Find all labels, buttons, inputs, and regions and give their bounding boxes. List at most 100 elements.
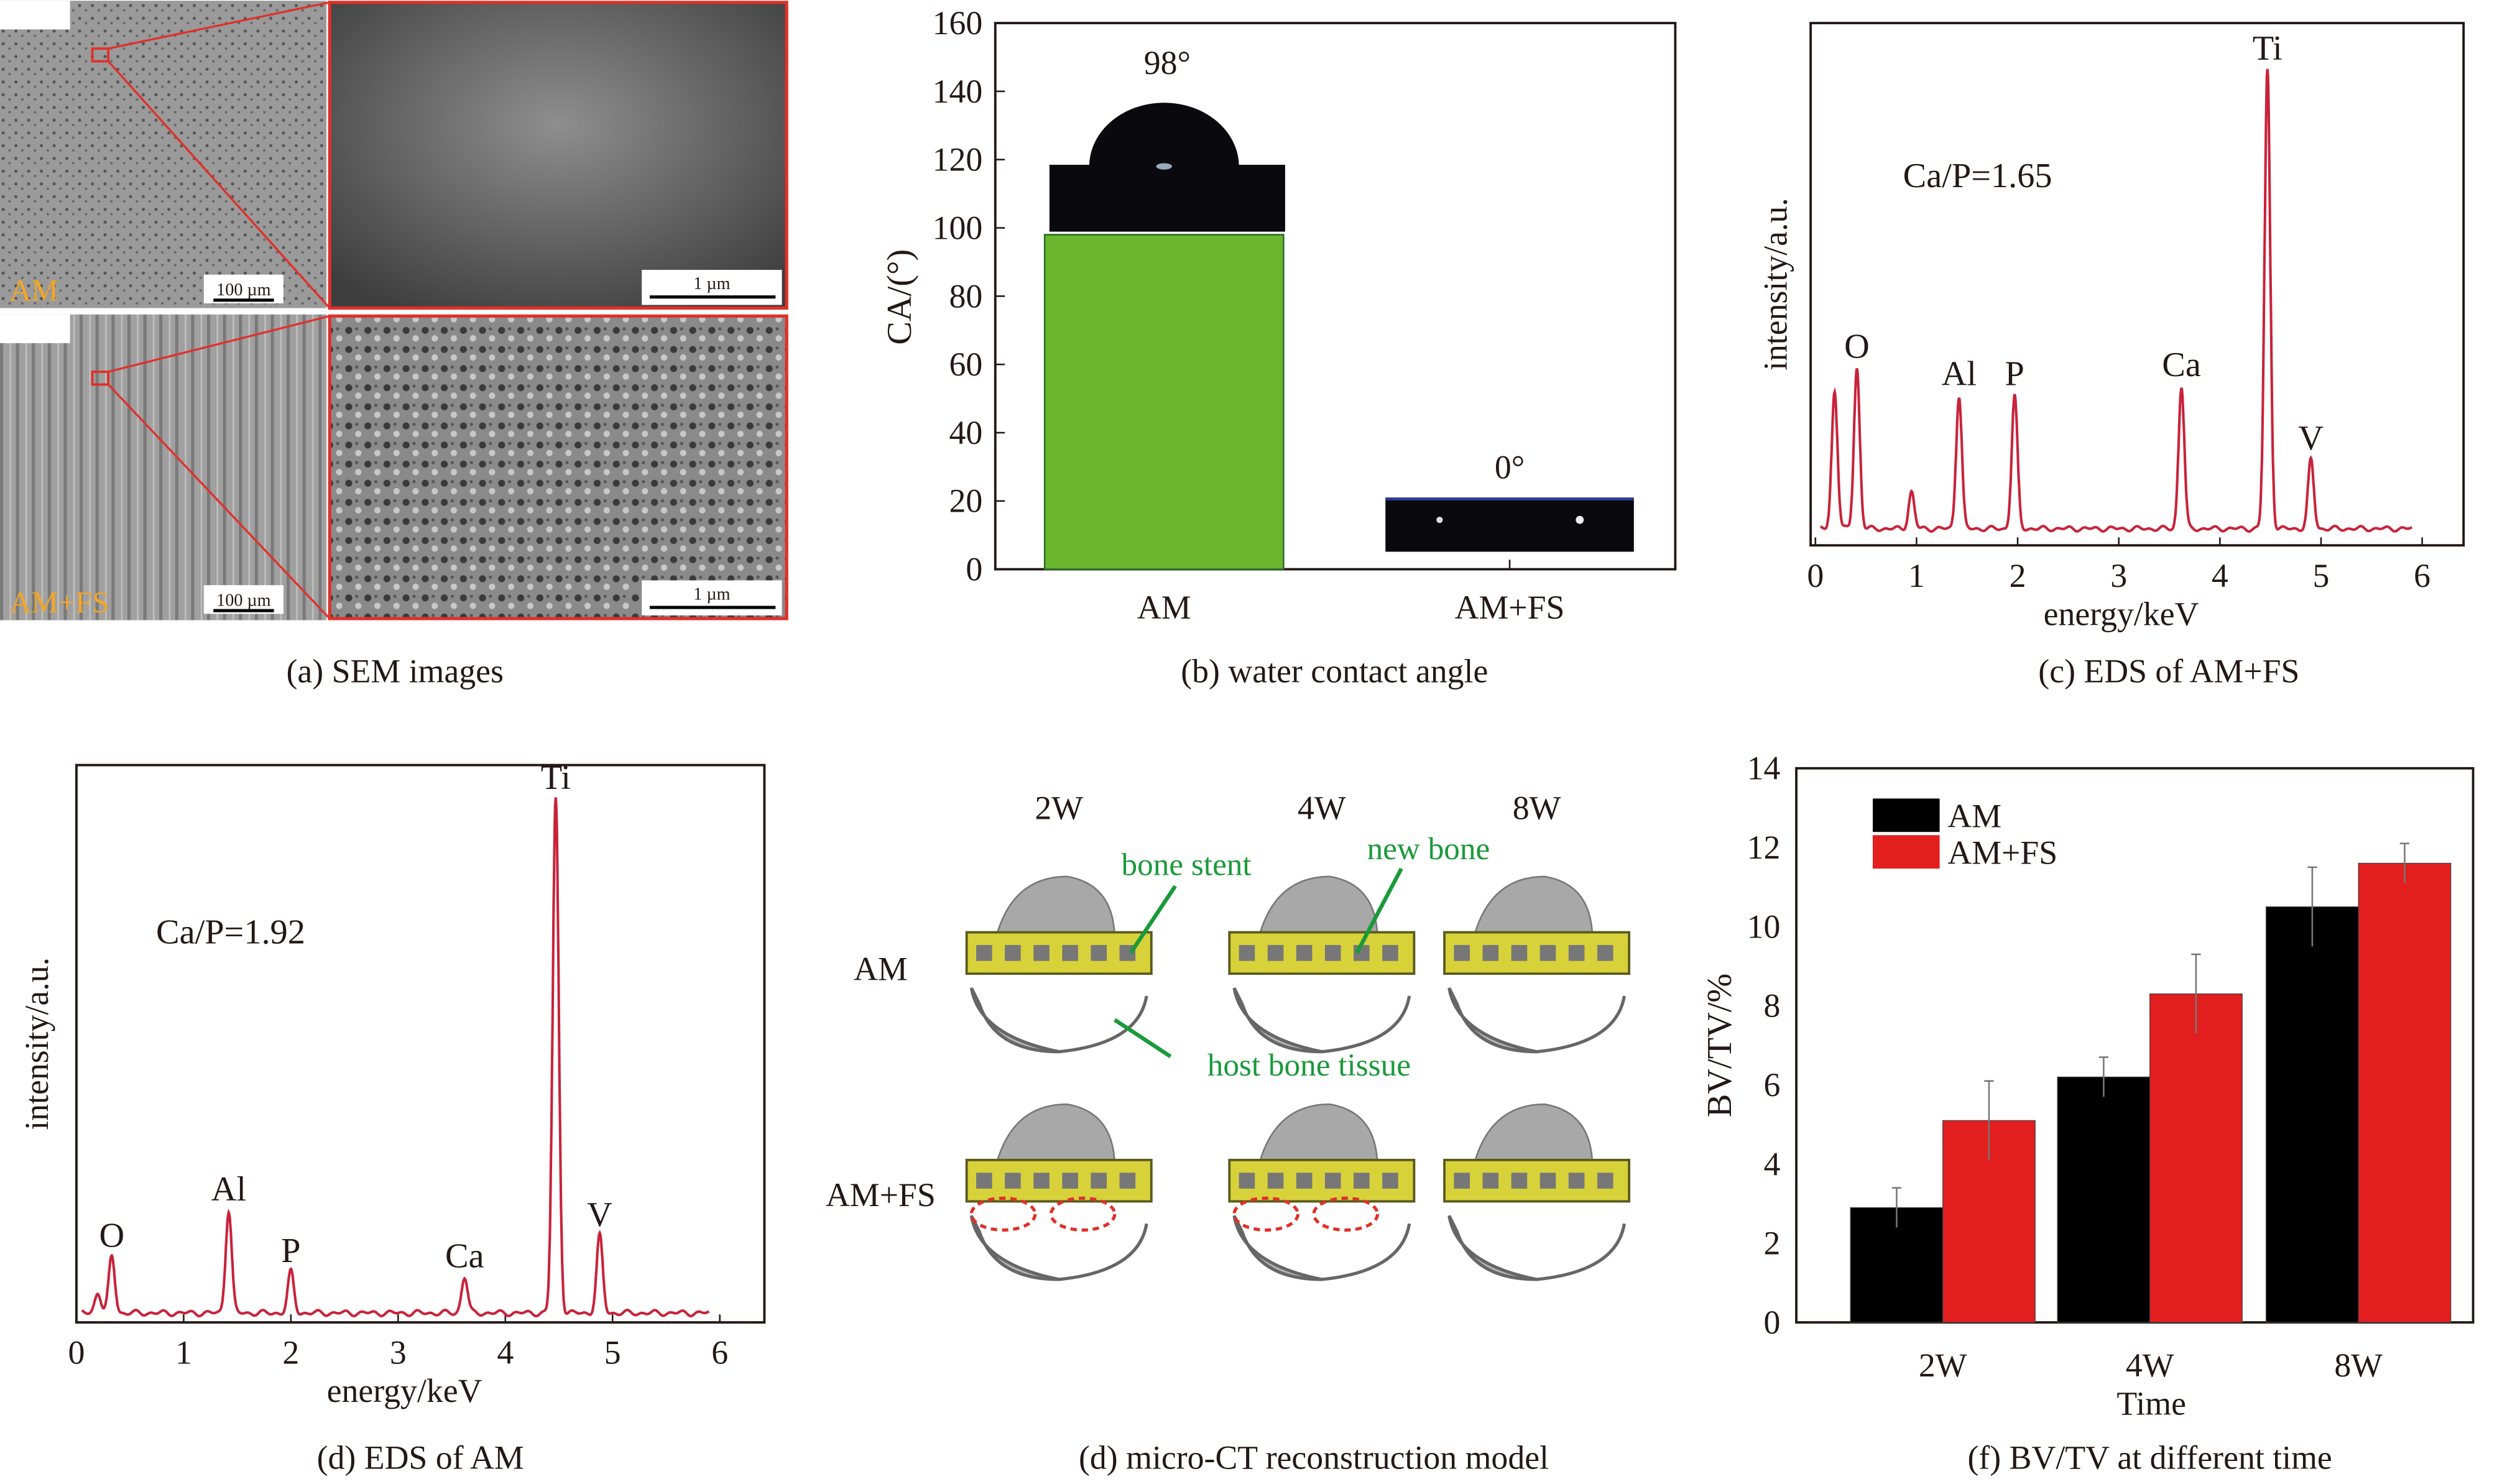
sem-label-am: AM: [9, 274, 58, 307]
x-tick-label: 0: [1807, 557, 1824, 594]
scaffold-pore: [1597, 1173, 1613, 1189]
eds-spectrum-line: [81, 797, 710, 1318]
new-bone: [1472, 1103, 1594, 1169]
scaffold-pore: [1119, 1173, 1136, 1189]
host-bone-tissue: [1232, 987, 1411, 1054]
panel-d-eds-am-chart: 0 1 2 3 4 5 6 O Al P Ca Ti V Ca/P=1.92 energy/keV inten…: [18, 758, 766, 1477]
bar-am-4w: [2057, 1076, 2151, 1323]
x-tick-label: 6: [2414, 557, 2430, 594]
y-axis-label: CA/(°): [880, 249, 919, 345]
peak-label-p: P: [281, 1232, 300, 1270]
bone-stent-scaffold: [1443, 931, 1631, 975]
row-label: AM+FS: [826, 1176, 936, 1214]
x-axis-label: energy/keV: [327, 1372, 482, 1409]
sem-label-amfs: AM+FS: [9, 586, 109, 619]
y-tick-label: 6: [1764, 1066, 1781, 1104]
y-tick-label: 160: [933, 4, 983, 42]
new-bone: [994, 875, 1116, 941]
scaffold-pore: [1539, 1173, 1556, 1189]
bone-stent-scaffold: [1443, 1158, 1631, 1203]
reflection: [1436, 517, 1443, 523]
x-tick-label: 5: [604, 1334, 621, 1371]
scaffold-pore: [1568, 945, 1585, 961]
scaffold-pore: [1382, 945, 1398, 961]
droplet-highlight: [1156, 163, 1173, 170]
x-tick-label: 3: [390, 1334, 407, 1371]
panel-a-sem: AM 100 µm 1 µm AM+FS 100 µm 1 µm (a) SEM…: [0, 1, 788, 689]
sem-amfs-high-image: [328, 314, 788, 620]
legend-swatch: [1873, 835, 1940, 869]
defect-circle: [1232, 1196, 1299, 1232]
y-tick-label: 2: [1764, 1225, 1781, 1262]
host-bone-tissue: [1447, 1215, 1626, 1281]
caption-micro-ct: (d) micro-CT reconstruction model: [1079, 1439, 1549, 1477]
scaffold-pore: [1091, 1173, 1107, 1189]
scaffold-pore: [1539, 945, 1556, 961]
y-axis-label: intensity/a.u.: [1757, 198, 1794, 371]
scaffold-pore: [1091, 945, 1107, 961]
column-label: 4W: [1298, 790, 1346, 827]
y-tick-label: 14: [1747, 750, 1781, 787]
droplet-photo-am: [1049, 165, 1285, 232]
scaffold-pore: [1239, 1173, 1255, 1189]
x-tick-label: 1: [1908, 557, 1925, 594]
row-label: AM: [854, 950, 908, 987]
new-bone: [1472, 875, 1594, 941]
scaffold-pore: [1382, 1173, 1398, 1189]
y-tick-label: 8: [1764, 987, 1781, 1025]
x-tick-label: AM: [1137, 589, 1191, 626]
micro-ct-model: [1228, 875, 1416, 1054]
bar-label: 0°: [1495, 449, 1525, 486]
y-tick-label: 100: [933, 209, 983, 246]
y-axis-label: intensity/a.u.: [18, 957, 55, 1130]
arrow-new-bone: [1355, 867, 1403, 954]
scaffold-pore: [1033, 945, 1050, 961]
peak-label-o: O: [99, 1216, 125, 1255]
scaffold-pore: [1005, 945, 1021, 961]
x-tick-label: 1: [175, 1334, 192, 1371]
y-tick-label: 4: [1764, 1145, 1781, 1182]
scaffold-pore: [1267, 1173, 1284, 1189]
new-bone: [994, 1103, 1116, 1169]
scale-bar-label: 1 µm: [693, 584, 730, 604]
x-tick-label: 4W: [2126, 1347, 2174, 1384]
x-tick-label: 5: [2313, 557, 2330, 594]
defect-circle: [1312, 1196, 1380, 1232]
scaffold-pore: [1062, 945, 1078, 961]
scaffold-pore: [1354, 1173, 1370, 1189]
x-tick-label: 4: [2212, 557, 2228, 594]
caption-a: (a) SEM images: [286, 652, 503, 689]
scaffold-pore: [1597, 945, 1613, 961]
bar-label: 98°: [1144, 44, 1191, 81]
scaffold-pore: [1324, 1173, 1341, 1189]
x-tick-label: 2W: [1919, 1347, 1967, 1384]
scaffold-pore: [976, 945, 992, 961]
peak-label-p: P: [2005, 355, 2024, 394]
y-tick-label: 120: [933, 141, 983, 178]
sem-amfs-low-image: [0, 314, 327, 620]
y-tick-label: 60: [949, 346, 983, 383]
panel-micro-ct: 2W 4W 8W AM AM+FS bone stent new bone ho…: [826, 790, 1631, 1477]
peak-label-v: V: [2298, 419, 2324, 458]
micro-ct-model: [1228, 1103, 1416, 1281]
new-bone: [1257, 1103, 1378, 1169]
peak-label-ca: Ca: [445, 1237, 484, 1275]
defect-circle: [1049, 1196, 1117, 1232]
peak-label-al: Al: [211, 1170, 246, 1209]
y-tick-label: 140: [933, 73, 983, 110]
host-bone-tissue: [969, 1215, 1148, 1281]
scaffold-pore: [1239, 945, 1255, 961]
x-tick-label: 8W: [2334, 1347, 2383, 1384]
new-bone: [1257, 875, 1378, 941]
y-tick-label: 10: [1747, 908, 1781, 945]
droplet-am: [1089, 103, 1239, 167]
defect-circle: [969, 1196, 1037, 1232]
y-tick-label: 20: [949, 482, 983, 520]
scaffold-pore: [1482, 1173, 1499, 1189]
scaffold-pore: [1062, 1173, 1078, 1189]
host-bone-tissue: [969, 987, 1148, 1054]
host-bone-tissue: [1232, 1215, 1411, 1281]
peak-label-ti: Ti: [2253, 29, 2282, 68]
scaffold-pore: [1296, 945, 1313, 961]
scaffold-pore: [1296, 1173, 1313, 1189]
